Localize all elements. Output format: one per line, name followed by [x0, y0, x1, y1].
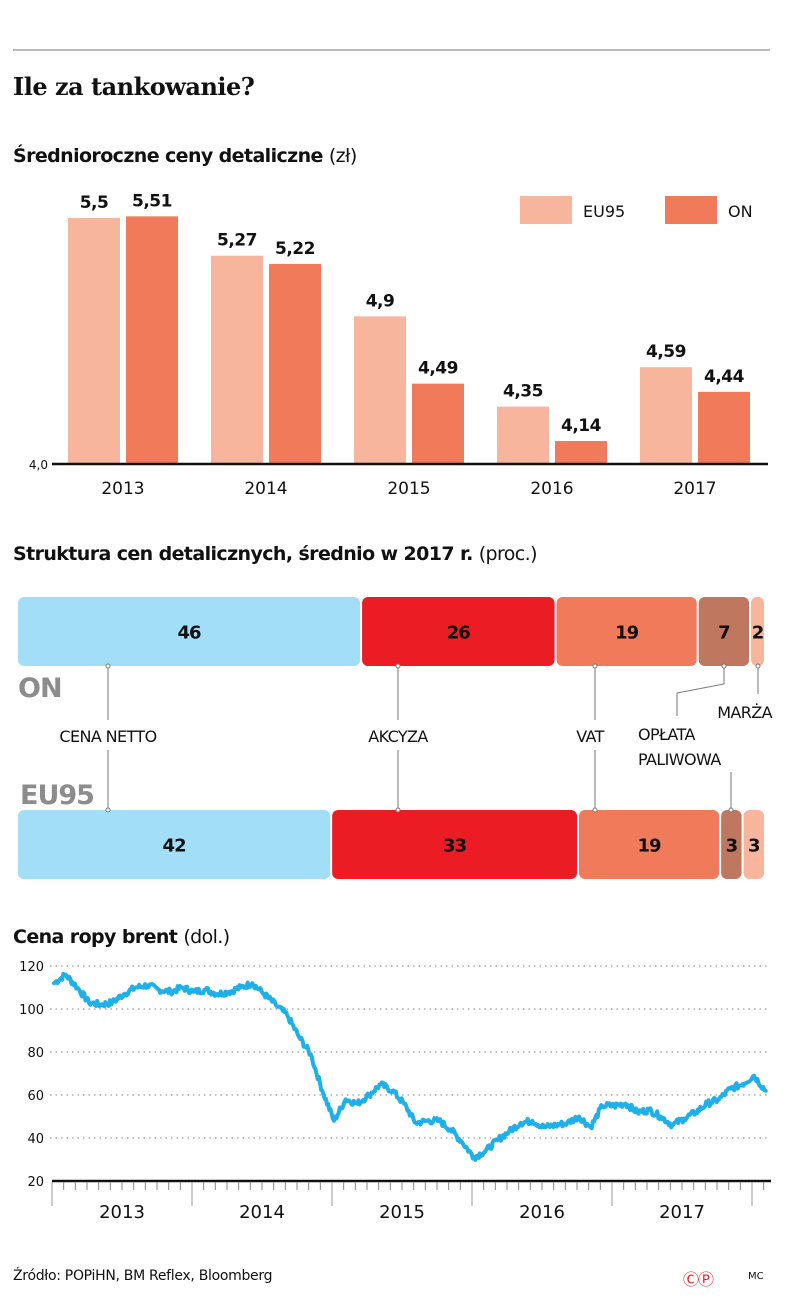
bar-on-2016	[555, 441, 607, 464]
label-marza: MARŻA	[717, 703, 772, 722]
y-tick-120: 120	[19, 960, 44, 975]
legend-label-on: ON	[728, 202, 753, 221]
x-tick-2016: 2016	[519, 1202, 565, 1223]
bar-on-2014	[269, 263, 321, 464]
bar-eu95-2016	[497, 406, 549, 464]
bar-label-on-2015: 4,49	[418, 359, 458, 379]
segment-on-cena-netto	[18, 597, 361, 666]
leader-dot-on-vat	[592, 663, 598, 669]
segment-on-vat	[556, 597, 697, 666]
x-tick-2017: 2017	[673, 479, 716, 499]
segment-eu95-cena-netto	[18, 810, 331, 879]
x-tick-2013: 2013	[99, 1202, 145, 1223]
legend-swatch-on	[665, 196, 717, 224]
segment-on-marża	[751, 597, 764, 666]
annual-prices-bar-chart: 5,5 5,51 2013 5,27 5,22 2014 4,9 4,49 2015 4,35 4,…	[29, 191, 768, 499]
x-tick-2015: 2015	[379, 1202, 425, 1223]
baseline-label: 4,0	[29, 458, 48, 472]
segment-eu95-vat	[579, 810, 720, 879]
bar-label-eu95-2015: 4,9	[366, 291, 395, 311]
segment-value-eu95-5: 3	[748, 836, 760, 857]
bar-eu95-2014	[211, 255, 263, 464]
label-cena-netto: CENA NETTO	[59, 727, 156, 746]
segment-value-on-1: 46	[178, 623, 202, 644]
bar-eu95-2013	[68, 218, 120, 464]
brent-title-text: Cena ropy brent	[13, 926, 178, 948]
top-rule	[13, 49, 770, 51]
leader-dot-on-cena-netto	[105, 663, 111, 669]
bar-on-2013	[126, 216, 178, 464]
source-note: Źródło: POPiHN, BM Reflex, Bloomberg	[13, 1268, 273, 1284]
segment-eu95-opłata-paliwowa	[721, 810, 742, 879]
page-title: Ile za tankowanie?	[13, 72, 255, 101]
segment-on-opłata-paliwowa	[698, 597, 750, 666]
brent-line-chart: 20 40 60 80 100 120 2013 2014 2015 2016 2017	[19, 960, 771, 1223]
price-structure-chart: 46 26 19 7 2 42 33 19 3 3 ON EU95 CENA NETTO AKCYZA VA…	[18, 597, 773, 879]
segment-value-eu95-4: 3	[726, 836, 738, 857]
bar-label-on-2013: 5,51	[132, 191, 172, 211]
leader-dot-eu95-vat	[592, 807, 598, 813]
segment-eu95-akcyza	[332, 810, 577, 879]
structure-section-title: Struktura cen detalicznych, średnio w 20…	[13, 543, 538, 565]
x-tick-2013: 2013	[101, 479, 144, 499]
segment-on-akcyza	[362, 597, 555, 666]
prices-title-text: Średnioroczne ceny detaliczne	[13, 145, 323, 167]
leader-dot-on-marza	[755, 663, 761, 669]
legend-swatch-eu95	[520, 196, 572, 224]
leader-dot-eu95-akcyza	[395, 807, 401, 813]
segment-value-eu95-2: 33	[443, 836, 467, 857]
segment-value-eu95-3: 19	[638, 836, 662, 857]
bar-eu95-2015	[354, 316, 406, 464]
row-label-eu95: EU95	[20, 780, 94, 811]
bar-on-2017	[698, 391, 750, 464]
bar-label-eu95-2017: 4,59	[646, 342, 686, 362]
bar-on-2015	[412, 383, 464, 464]
row-label-on: ON	[18, 673, 62, 704]
prices-section-title: Średnioroczne ceny detaliczne (zł)	[13, 145, 357, 167]
bar-label-on-2016: 4,14	[561, 416, 602, 436]
author-initials: MC	[748, 1271, 764, 1282]
x-tick-2014: 2014	[244, 479, 287, 499]
y-tick-80: 80	[27, 1046, 44, 1061]
y-tick-60: 60	[27, 1089, 44, 1104]
bar-label-eu95-2013: 5,5	[80, 193, 109, 213]
label-oplata-line1: OPŁATA	[638, 725, 695, 744]
x-tick-2015: 2015	[387, 479, 430, 499]
y-tick-20: 20	[27, 1175, 44, 1190]
segment-value-on-2: 26	[447, 623, 471, 644]
label-oplata-line2: PALIWOWA	[638, 750, 721, 769]
segment-value-on-4: 7	[718, 623, 730, 644]
leader-dot-eu95-cena-netto	[105, 807, 111, 813]
x-tick-2016: 2016	[530, 479, 573, 499]
segment-value-eu95-1: 42	[163, 836, 186, 857]
leader-line-on-oplata	[676, 668, 725, 716]
y-tick-40: 40	[27, 1132, 44, 1147]
y-tick-100: 100	[19, 1003, 44, 1018]
brent-title-unit: (dol.)	[183, 926, 230, 948]
bar-eu95-2017	[640, 367, 692, 464]
segment-value-on-3: 19	[615, 623, 639, 644]
label-vat: VAT	[576, 727, 604, 746]
bar-label-eu95-2014: 5,27	[217, 231, 257, 251]
x-tick-2017: 2017	[659, 1202, 705, 1223]
label-akcyza: AKCYZA	[368, 727, 428, 746]
brent-price-line	[52, 971, 768, 1162]
segment-eu95-marża	[743, 810, 764, 879]
brent-section-title: Cena ropy brent (dol.)	[13, 926, 230, 948]
bar-label-on-2014: 5,22	[275, 239, 315, 259]
segment-value-on-5: 2	[752, 623, 764, 644]
copyright-icon: ⒸⓅ	[683, 1270, 714, 1289]
leader-dot-on-oplata	[721, 663, 727, 669]
bar-label-eu95-2016: 4,35	[503, 382, 543, 402]
leader-dot-eu95-oplata	[728, 807, 734, 813]
prices-title-unit: (zł)	[328, 145, 357, 167]
structure-title-unit: (proc.)	[478, 543, 538, 565]
x-tick-2014: 2014	[239, 1202, 285, 1223]
legend-label-eu95: EU95	[583, 202, 625, 221]
structure-title-text: Struktura cen detalicznych, średnio w 20…	[13, 543, 473, 565]
bar-label-on-2017: 4,44	[704, 367, 745, 387]
leader-dot-on-akcyza	[395, 663, 401, 669]
